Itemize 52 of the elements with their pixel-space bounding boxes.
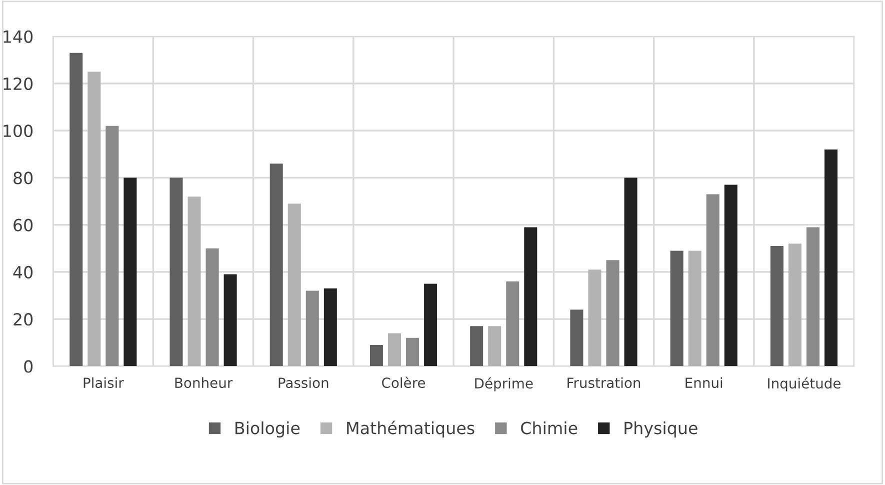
x-tick-label: Bonheur [175,377,233,388]
bar [224,274,237,366]
x-tick-label: Colère [382,376,426,388]
legend-label: Mathématiques [347,420,474,438]
x-tick-label: Déprime [475,377,533,392]
bar [206,248,219,366]
bar [270,164,283,366]
legend-label: Physique [624,421,698,438]
y-tick-label: 100 [4,124,33,138]
y-tick-label: 140 [4,30,33,43]
bar [70,52,83,366]
y-tick-label: 0 [24,360,33,373]
bar [724,184,738,366]
bar [406,338,420,366]
bar [570,310,584,366]
bar [306,290,319,366]
bar [424,284,438,366]
bar [88,72,101,366]
bar [188,196,201,366]
bar [824,149,838,366]
legend-label: Chimie [521,421,578,434]
bar [106,126,119,366]
bar [806,227,820,366]
bar [170,178,183,366]
bar [488,326,502,366]
bar [506,281,520,366]
bar [470,326,484,366]
y-tick-label: 40 [13,266,33,279]
bar [706,194,720,366]
bar [770,246,784,366]
y-tick-label: 80 [14,172,33,184]
bar [670,250,684,366]
bar [688,250,702,366]
y-tick-label: 120 [4,77,33,90]
bar [524,227,538,366]
bar [388,333,401,366]
bar [788,244,802,366]
legend-label: Biologie [236,421,300,438]
x-tick-label: Plaisir [84,377,124,388]
x-tick-label: Passion [278,377,328,388]
x-tick-label: Inquiétude [768,377,840,392]
bar [606,260,620,366]
y-tick-label: 60 [14,218,33,232]
bar [370,344,383,366]
x-tick-label: Frustration [568,377,640,388]
bar [624,178,638,366]
y-tick-label: 20 [14,313,33,326]
bar [124,178,137,366]
bar [324,288,337,366]
bar [288,204,301,366]
x-tick-label: Ennui [686,377,722,388]
bar [588,270,602,366]
